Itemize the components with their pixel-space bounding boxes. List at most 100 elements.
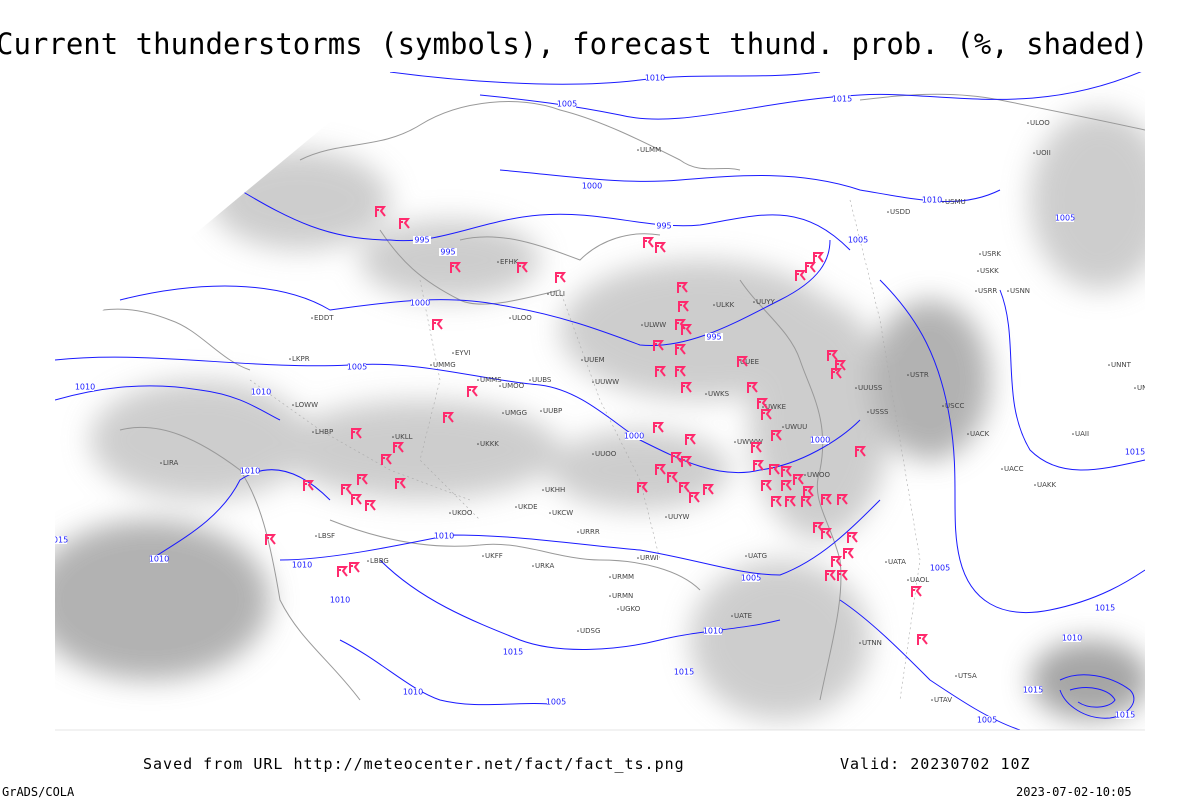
station-dot	[734, 441, 736, 443]
station-dot	[292, 404, 294, 406]
station-dot	[477, 379, 479, 381]
station-label: UUBS	[532, 376, 552, 384]
station-label: UUOO	[595, 450, 617, 458]
station-dot	[907, 579, 909, 581]
thunderstorm-symbol	[771, 496, 782, 507]
isobar-label-bg	[1063, 634, 1081, 642]
station-label: URRR	[580, 528, 600, 536]
station-dot	[942, 201, 944, 203]
station-dot	[1134, 387, 1136, 389]
isobar-label-bg	[833, 95, 851, 103]
thunderstorm-symbol	[555, 272, 566, 283]
thunderstorm-symbol	[351, 494, 362, 505]
thunderstorm-symbol	[753, 460, 764, 471]
station-dot	[609, 595, 611, 597]
station-label: UUEE	[740, 358, 759, 366]
station-dot	[975, 290, 977, 292]
station-dot	[315, 535, 317, 537]
thunderstorm-symbol	[357, 474, 368, 485]
station-label: UUWW	[595, 378, 619, 386]
station-label: LOWW	[295, 401, 318, 409]
isobar-label-bg	[150, 555, 168, 563]
station-dot	[753, 301, 755, 303]
station-label: UTAV	[934, 696, 952, 704]
station-label: ULLI	[550, 290, 565, 298]
thunderstorm-symbol	[643, 237, 654, 248]
station-label: UUBP	[543, 407, 562, 415]
station-label: UKDE	[518, 503, 538, 511]
station-label: UAKK	[1037, 481, 1057, 489]
station-label: UMGG	[505, 409, 527, 417]
station-label: UATA	[888, 558, 906, 566]
station-dot	[1007, 290, 1009, 292]
station-label: ULMM	[640, 146, 661, 154]
isobar-label: 1010	[1062, 634, 1082, 643]
thunderstorm-symbol	[667, 472, 678, 483]
station-label: UUUSS	[858, 384, 883, 392]
station-dot	[705, 393, 707, 395]
isobar-label: 1010	[330, 596, 350, 605]
station-label: UUYY	[756, 298, 776, 306]
isobar-label-bg	[413, 236, 431, 244]
station-label: UNBB	[1137, 384, 1157, 392]
thunderstorm-symbol	[467, 386, 478, 397]
thunderstorm-symbol	[785, 496, 796, 507]
thunderstorm-symbols	[265, 206, 928, 645]
isobar-label: 1015	[674, 668, 694, 677]
timestamp: 2023-07-02-10:05	[1016, 785, 1132, 799]
station-dot	[160, 462, 162, 464]
station-label: LIRA	[163, 459, 179, 467]
station-label: UWKS	[708, 390, 730, 398]
thunderstorm-symbol	[761, 480, 772, 491]
station-dot	[855, 387, 857, 389]
thunderstorm-symbol	[653, 340, 664, 351]
station-dot	[549, 512, 551, 514]
isobar-label-bg	[55, 536, 67, 544]
thunderstorm-symbol	[843, 548, 854, 559]
station-dot	[762, 406, 764, 408]
station-dot	[1001, 468, 1003, 470]
station-dot	[311, 317, 313, 319]
station-label: ULOO	[512, 314, 532, 322]
isobar-label: 1010	[403, 688, 423, 697]
station-dot	[609, 576, 611, 578]
isobar-label-bg	[435, 532, 453, 540]
isobar-label: 1000	[410, 299, 430, 308]
station-dot	[942, 405, 944, 407]
thunderstorm-symbol	[655, 242, 666, 253]
isobar-label-bg	[646, 74, 664, 82]
isobar-label-bg	[1116, 711, 1134, 719]
isobar-label: 1005	[848, 236, 868, 245]
station-label: EFHK	[500, 258, 519, 266]
isobar-labels: 1010 1005 1015 1000 1010 1005 1005 995 995 995 100…	[55, 74, 1145, 725]
station-label: UNNT	[1111, 361, 1132, 369]
isobar-label-bg	[331, 596, 349, 604]
station-label: UATE	[734, 612, 752, 620]
station-label: UWOO	[807, 471, 831, 479]
thunderstorm-symbol	[781, 466, 792, 477]
station-dot	[782, 426, 784, 428]
station-label: EDDT	[314, 314, 334, 322]
thunderstorm-symbol	[703, 484, 714, 495]
isobar-label-bg	[76, 383, 94, 391]
valid-time: Valid: 20230702 10Z	[840, 755, 1031, 773]
station-dot	[713, 304, 715, 306]
station-dot	[449, 512, 451, 514]
isobar-label-bg	[504, 648, 522, 656]
isobar-label: 1010	[645, 74, 665, 83]
title: Current thunderstorms (symbols), forecas…	[0, 27, 1148, 61]
thunderstorm-symbol	[375, 206, 386, 217]
station-dot	[907, 374, 909, 376]
isobar-label: 1015	[832, 95, 852, 104]
station-label: USDD	[890, 208, 910, 216]
isobar-label-bg	[583, 182, 601, 190]
thunderstorm-symbol	[781, 480, 792, 491]
station-label: ULKK	[716, 301, 735, 309]
thunderstorm-symbol	[349, 562, 360, 573]
thunderstorm-symbol	[821, 528, 832, 539]
station-label: UAII	[1075, 430, 1089, 438]
station-dot	[665, 516, 667, 518]
station-dot	[430, 364, 432, 366]
thunderstorm-symbol	[847, 532, 858, 543]
station-dot	[509, 317, 511, 319]
